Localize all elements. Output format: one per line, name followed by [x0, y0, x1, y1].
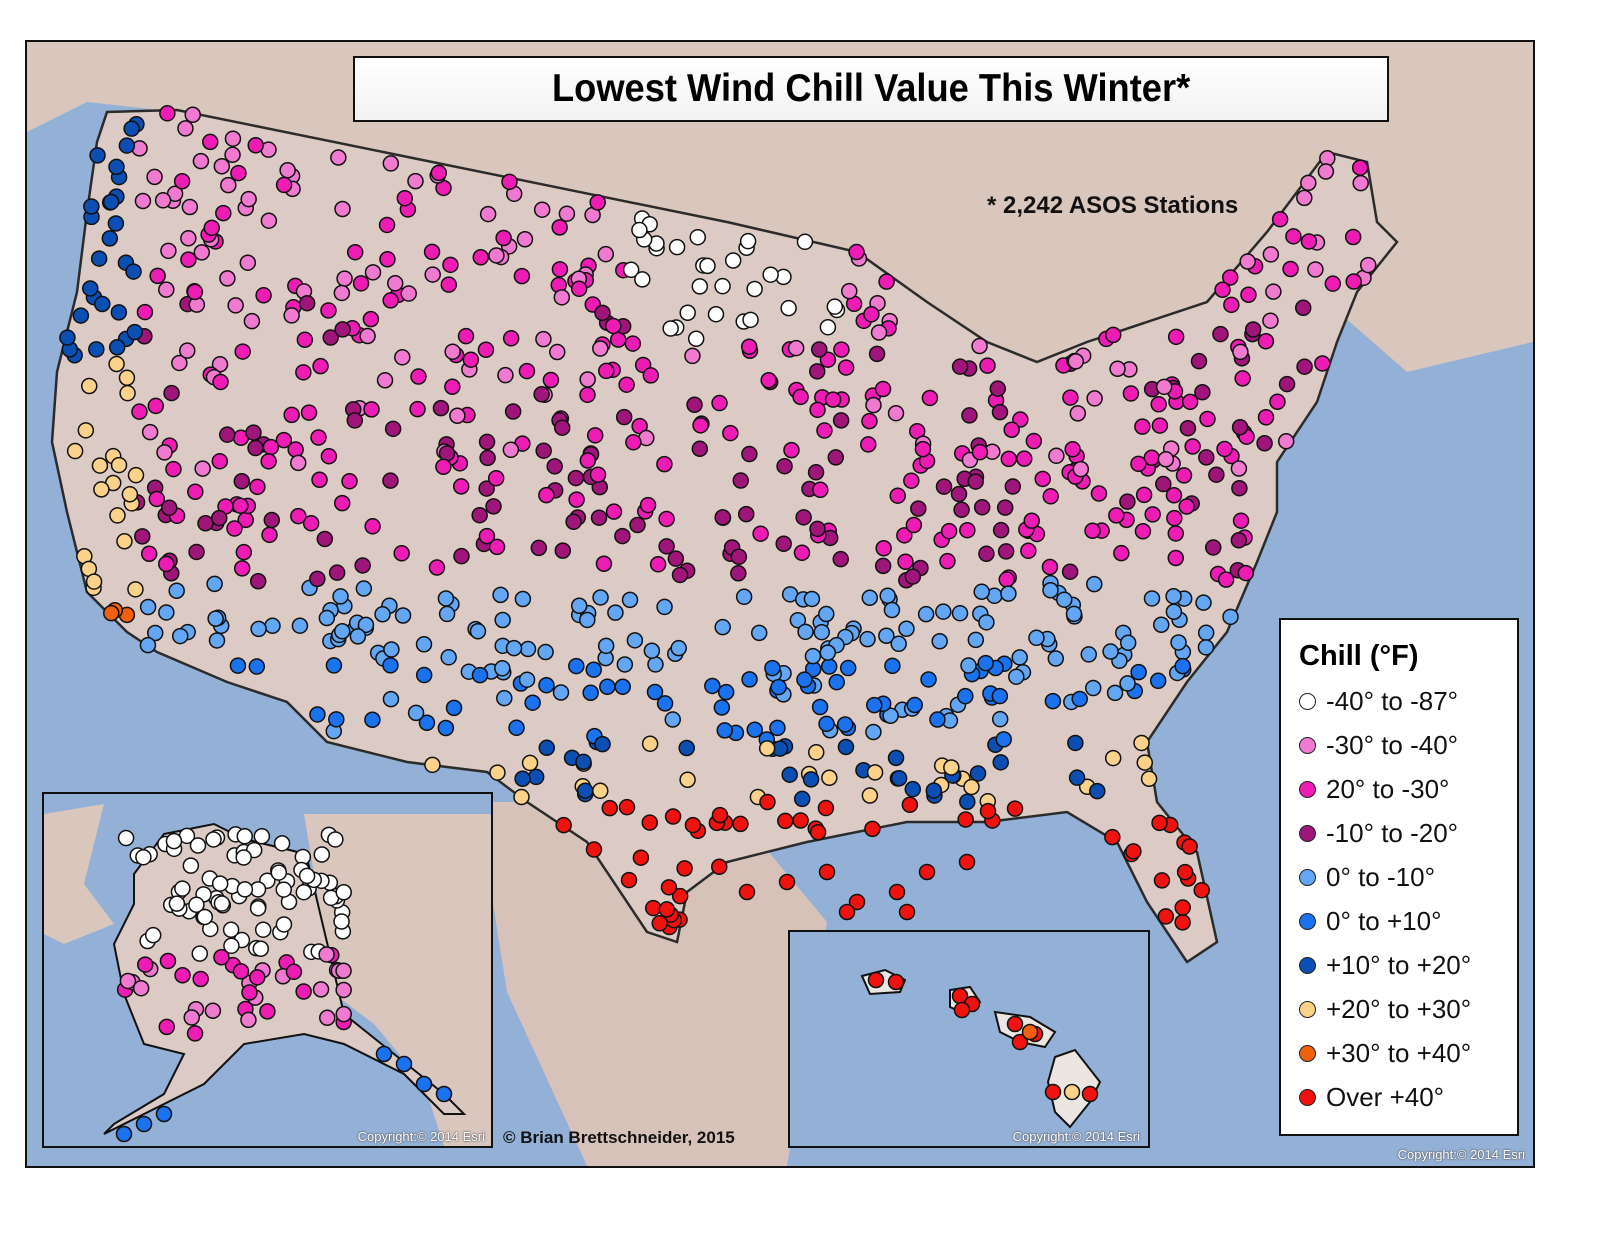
legend-title: Chill (°F)	[1299, 640, 1419, 672]
legend-item: +20° to +30°	[1299, 994, 1471, 1025]
station-count-note: * 2,242 ASOS Stations	[987, 192, 1239, 219]
circle-icon	[1299, 1001, 1316, 1018]
circle-icon	[1299, 913, 1316, 930]
legend-item: -40° to -87°	[1299, 686, 1458, 717]
circle-icon	[1299, 693, 1316, 710]
circle-icon	[1299, 957, 1316, 974]
hawaii-inset: Copyright:© 2014 Esri	[788, 930, 1150, 1148]
legend-item: +30° to +40°	[1299, 1038, 1471, 1069]
legend-item: Over +40°	[1299, 1082, 1444, 1113]
alaska-inset: Copyright:© 2014 Esri	[42, 792, 493, 1148]
esri-copyright-alaska: Copyright:© 2014 Esri	[357, 1129, 485, 1144]
legend-item: +10° to +20°	[1299, 950, 1471, 981]
circle-icon	[1299, 825, 1316, 842]
legend: Chill (°F) -40° to -87° -30° to -40° 20°…	[1279, 618, 1519, 1136]
legend-item: -30° to -40°	[1299, 730, 1458, 761]
circle-icon	[1299, 737, 1316, 754]
hawaii-map	[860, 968, 1102, 1129]
alaska-map	[44, 804, 491, 1146]
circle-icon	[1299, 869, 1316, 886]
legend-item: 0° to +10°	[1299, 906, 1442, 937]
legend-item: 20° to -30°	[1299, 774, 1449, 805]
legend-item: -10° to -20°	[1299, 818, 1458, 849]
us-map	[27, 42, 1533, 1166]
legend-item: 0° to -10°	[1299, 862, 1435, 893]
author-credit: © Brian Brettschneider, 2015	[503, 1128, 735, 1147]
esri-copyright-main: Copyright:© 2014 Esri	[1397, 1147, 1525, 1162]
circle-icon	[1299, 781, 1316, 798]
esri-copyright-hawaii: Copyright:© 2014 Esri	[1012, 1129, 1140, 1144]
map-frame: Lowest Wind Chill Value This Winter* * 2…	[25, 40, 1535, 1168]
circle-icon	[1299, 1089, 1316, 1106]
title-box: Lowest Wind Chill Value This Winter*	[353, 56, 1389, 122]
circle-icon	[1299, 1045, 1316, 1062]
map-title: Lowest Wind Chill Value This Winter*	[551, 67, 1191, 110]
